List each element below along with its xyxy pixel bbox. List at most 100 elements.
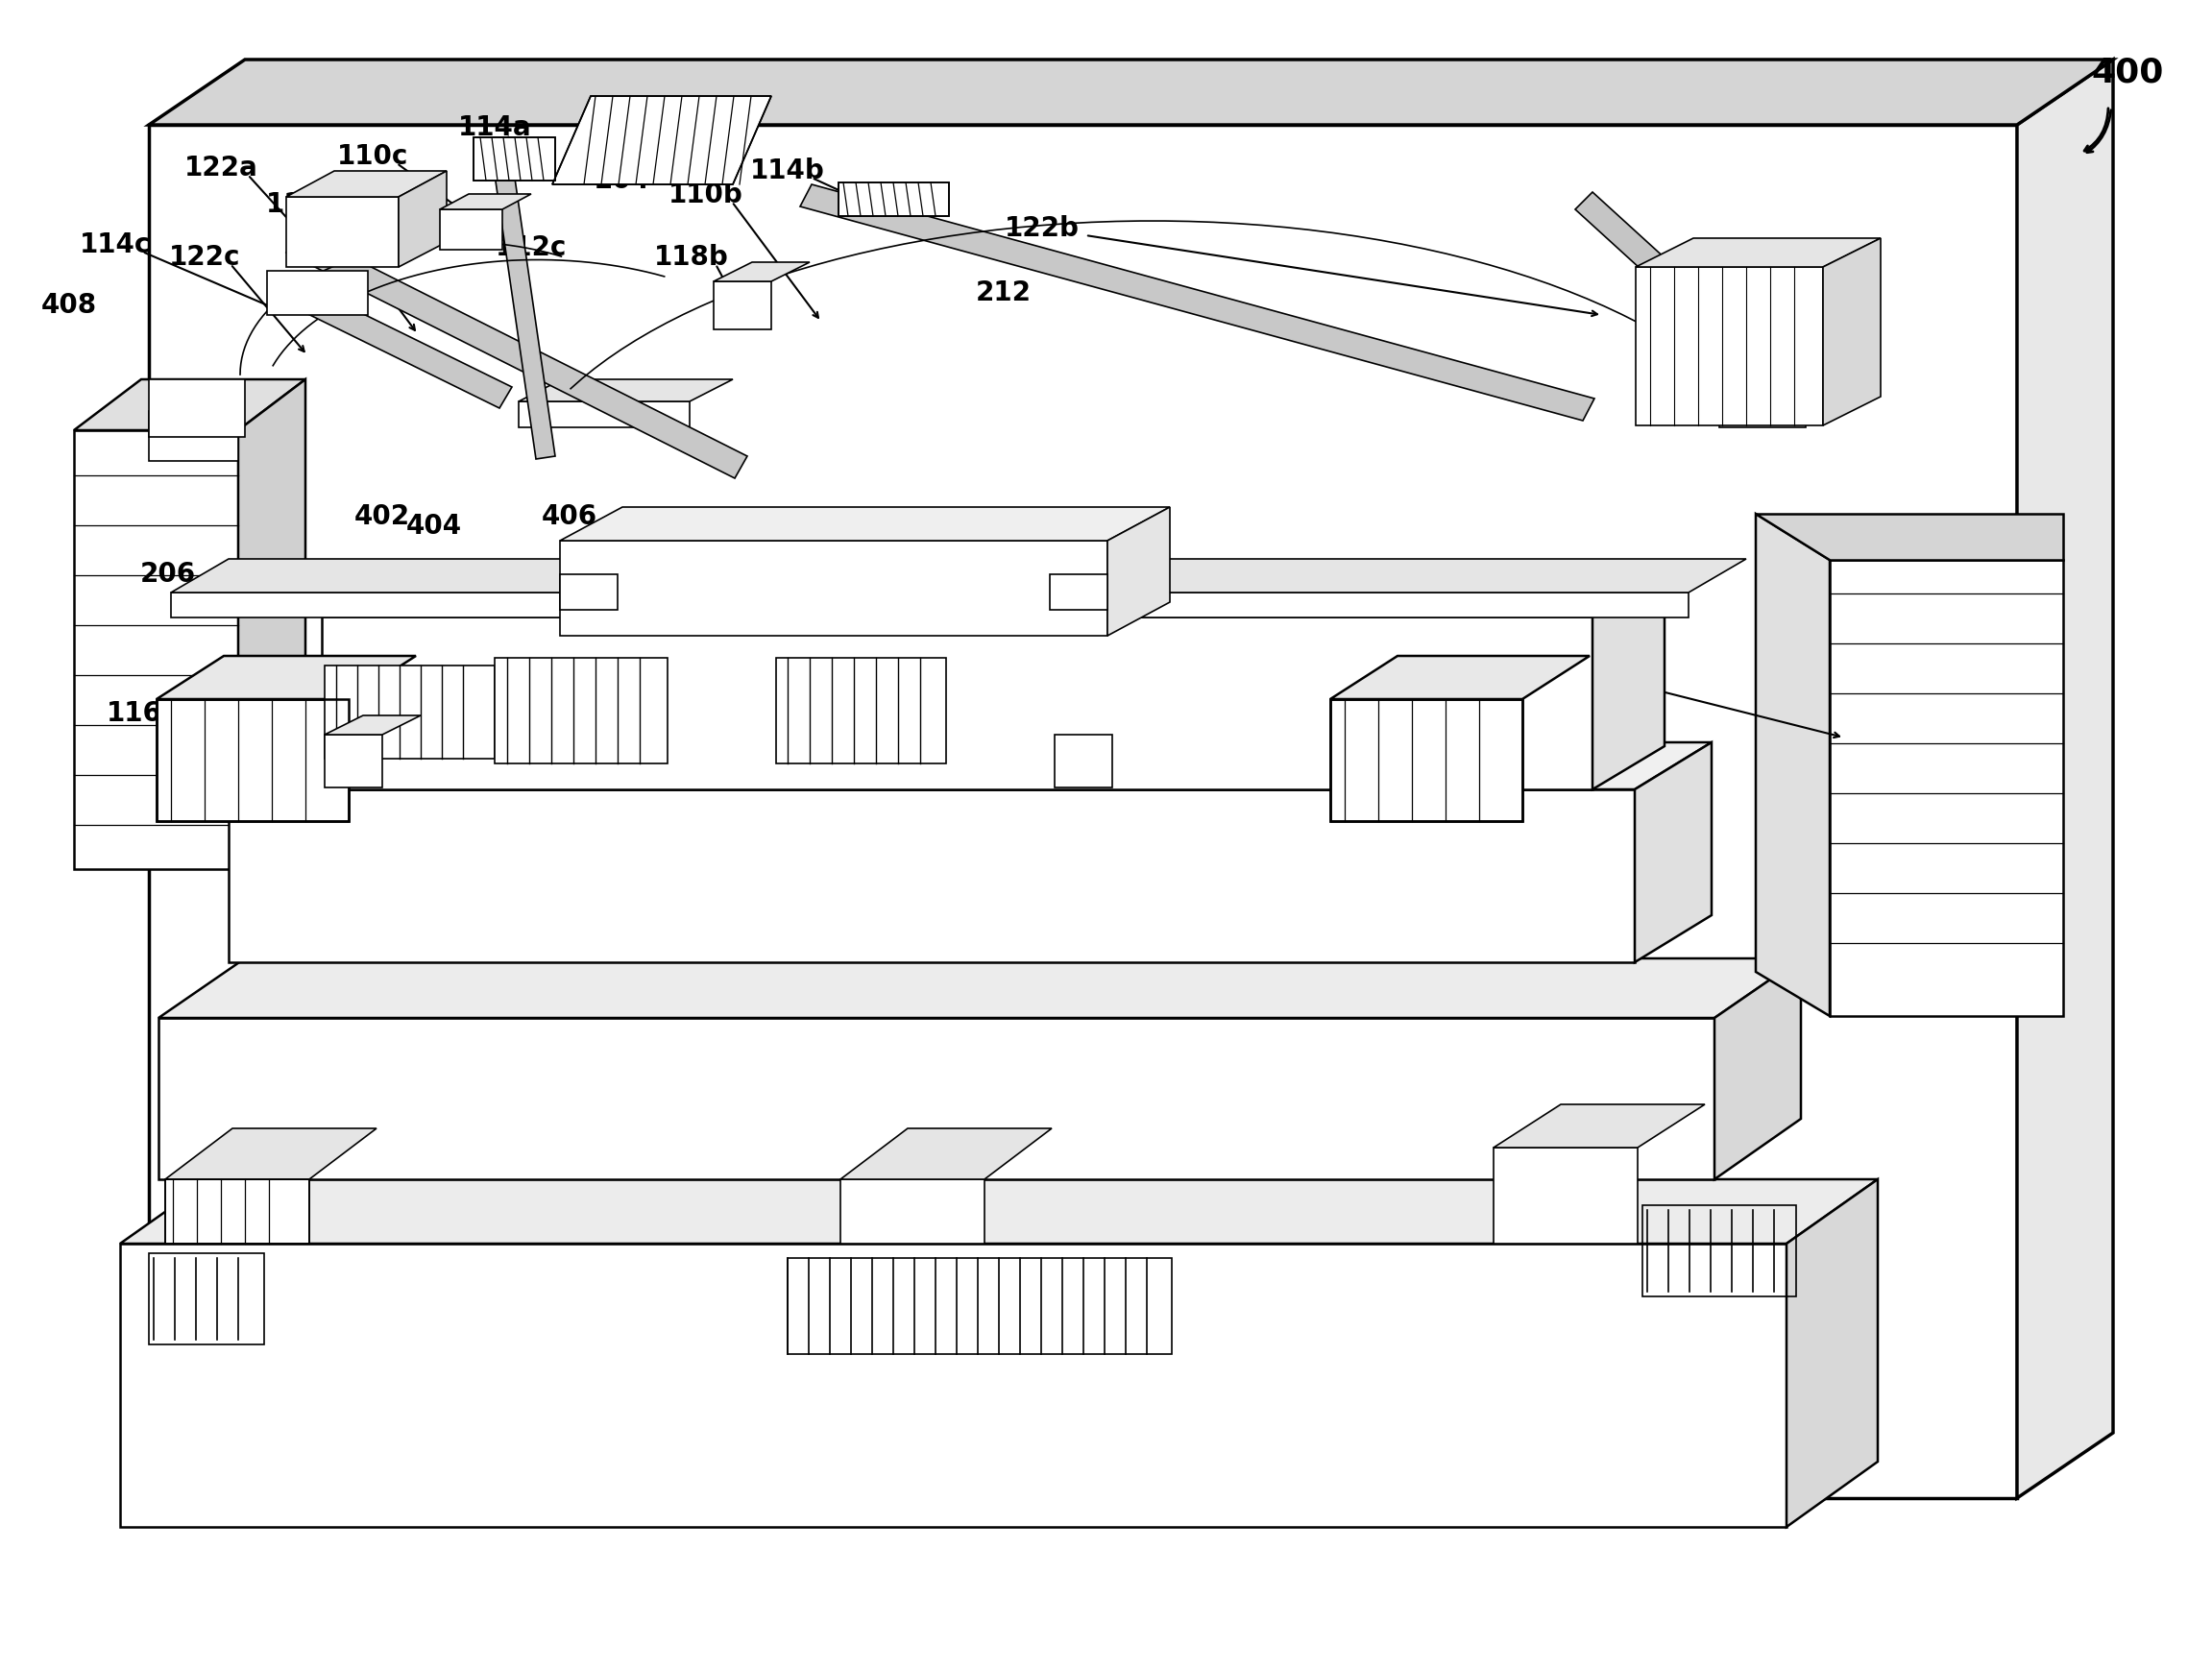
Polygon shape — [148, 125, 2017, 1498]
Polygon shape — [1575, 192, 1776, 377]
Text: 116: 116 — [106, 700, 161, 726]
Polygon shape — [119, 1179, 1878, 1244]
Polygon shape — [872, 559, 1745, 593]
Polygon shape — [518, 401, 690, 428]
Polygon shape — [1787, 1179, 1878, 1526]
Polygon shape — [73, 431, 239, 868]
Polygon shape — [325, 666, 495, 758]
Polygon shape — [1756, 514, 1829, 1015]
Polygon shape — [714, 281, 772, 329]
Polygon shape — [1719, 322, 1805, 428]
Polygon shape — [1329, 656, 1590, 700]
Polygon shape — [1493, 1104, 1705, 1147]
Polygon shape — [239, 379, 305, 868]
Polygon shape — [170, 593, 825, 618]
Polygon shape — [1829, 559, 2064, 1015]
Polygon shape — [166, 1129, 376, 1179]
Polygon shape — [268, 271, 367, 316]
Polygon shape — [872, 593, 1688, 618]
Text: 114b: 114b — [750, 157, 825, 184]
Polygon shape — [553, 97, 772, 184]
Text: 406: 406 — [542, 503, 597, 529]
Text: 116: 116 — [498, 686, 555, 713]
Text: 116: 116 — [734, 633, 790, 660]
Text: 212: 212 — [975, 279, 1031, 306]
Text: 102: 102 — [445, 782, 502, 808]
Text: 400: 400 — [2090, 55, 2163, 89]
Text: 112a: 112a — [325, 561, 400, 588]
Polygon shape — [157, 656, 416, 700]
Text: 118c: 118c — [347, 190, 418, 219]
Polygon shape — [166, 1179, 310, 1244]
Polygon shape — [1055, 735, 1113, 788]
Polygon shape — [325, 735, 383, 788]
Polygon shape — [841, 1179, 984, 1244]
Polygon shape — [228, 790, 1635, 962]
Text: 122b: 122b — [1004, 215, 1079, 242]
Polygon shape — [560, 574, 617, 610]
Polygon shape — [1051, 574, 1108, 610]
Polygon shape — [148, 379, 246, 438]
Polygon shape — [321, 573, 1663, 616]
Polygon shape — [776, 658, 947, 763]
Polygon shape — [285, 230, 748, 478]
Polygon shape — [801, 184, 1595, 421]
Polygon shape — [270, 274, 511, 407]
Text: 122a: 122a — [184, 155, 259, 182]
Polygon shape — [560, 508, 1170, 541]
Text: 114a: 114a — [458, 114, 531, 142]
Text: 104: 104 — [949, 610, 1006, 636]
Text: 110b: 110b — [668, 182, 743, 209]
Polygon shape — [440, 194, 531, 209]
Polygon shape — [1719, 292, 1858, 322]
Polygon shape — [1635, 239, 1880, 267]
Polygon shape — [285, 197, 398, 267]
Text: 408: 408 — [42, 292, 97, 319]
Text: 110c: 110c — [336, 144, 409, 170]
Polygon shape — [285, 170, 447, 197]
Text: 112c: 112c — [495, 234, 566, 261]
Polygon shape — [1329, 700, 1522, 822]
Polygon shape — [148, 411, 239, 461]
Text: 114c: 114c — [80, 232, 150, 259]
Text: 208: 208 — [657, 573, 712, 600]
Polygon shape — [1635, 743, 1712, 962]
Polygon shape — [1756, 514, 2064, 559]
Polygon shape — [1635, 267, 1823, 426]
Polygon shape — [148, 60, 2112, 125]
Polygon shape — [1493, 1147, 1637, 1244]
Polygon shape — [73, 379, 305, 431]
Text: 112b: 112b — [750, 561, 825, 588]
Polygon shape — [473, 137, 555, 180]
Text: 122c: 122c — [168, 244, 241, 271]
Polygon shape — [228, 743, 1712, 790]
Polygon shape — [2017, 60, 2112, 1498]
Polygon shape — [1714, 959, 1801, 1179]
Polygon shape — [159, 1019, 1714, 1179]
Polygon shape — [170, 559, 883, 593]
Polygon shape — [1108, 508, 1170, 636]
Text: 118b: 118b — [655, 244, 730, 271]
Polygon shape — [714, 262, 810, 281]
Text: 402: 402 — [354, 503, 409, 529]
Polygon shape — [159, 959, 1801, 1019]
Text: 204: 204 — [595, 167, 650, 194]
Polygon shape — [157, 700, 349, 822]
Polygon shape — [495, 658, 668, 763]
Text: 110a: 110a — [265, 190, 338, 219]
Text: 404: 404 — [407, 513, 462, 539]
Polygon shape — [398, 170, 447, 267]
Polygon shape — [1593, 573, 1663, 790]
Polygon shape — [1823, 239, 1880, 426]
Polygon shape — [560, 541, 1108, 636]
Text: 202: 202 — [504, 613, 560, 641]
Polygon shape — [493, 159, 555, 459]
Polygon shape — [841, 1129, 1051, 1179]
Text: 206: 206 — [139, 561, 197, 588]
Polygon shape — [321, 616, 1593, 790]
Polygon shape — [440, 209, 502, 250]
Text: 210: 210 — [1018, 528, 1073, 554]
Polygon shape — [325, 715, 420, 735]
Polygon shape — [838, 182, 949, 215]
Polygon shape — [518, 379, 732, 401]
